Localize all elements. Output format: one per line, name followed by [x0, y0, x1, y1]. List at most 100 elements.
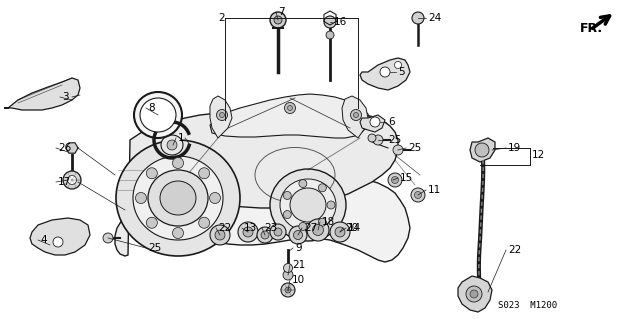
Circle shape — [136, 192, 147, 204]
Polygon shape — [360, 58, 410, 90]
Circle shape — [392, 176, 399, 183]
Polygon shape — [470, 138, 495, 162]
Ellipse shape — [160, 181, 196, 215]
Circle shape — [388, 173, 402, 187]
Circle shape — [198, 168, 210, 179]
Circle shape — [238, 222, 258, 242]
Text: 2: 2 — [218, 13, 225, 23]
Text: 13: 13 — [244, 223, 257, 233]
Circle shape — [370, 117, 380, 127]
Text: 6: 6 — [388, 117, 395, 127]
Circle shape — [284, 263, 292, 272]
Ellipse shape — [134, 92, 182, 138]
Circle shape — [289, 226, 307, 244]
Circle shape — [466, 286, 482, 302]
Circle shape — [103, 233, 113, 243]
Circle shape — [274, 228, 282, 236]
Circle shape — [147, 217, 157, 228]
Text: 8: 8 — [148, 103, 155, 113]
Circle shape — [411, 188, 425, 202]
Ellipse shape — [148, 170, 208, 226]
Polygon shape — [458, 276, 492, 312]
Polygon shape — [342, 96, 368, 138]
Circle shape — [393, 145, 403, 155]
Ellipse shape — [290, 188, 326, 222]
Circle shape — [285, 102, 296, 114]
Circle shape — [318, 218, 326, 226]
Circle shape — [351, 109, 362, 121]
Polygon shape — [30, 218, 90, 255]
Circle shape — [327, 201, 335, 209]
Circle shape — [368, 134, 376, 142]
Text: S023  M1200: S023 M1200 — [498, 301, 557, 310]
Polygon shape — [4, 78, 80, 110]
Polygon shape — [66, 143, 78, 153]
Text: 11: 11 — [428, 185, 441, 195]
Polygon shape — [210, 96, 232, 138]
Text: 9: 9 — [295, 243, 301, 253]
Circle shape — [294, 231, 303, 240]
Text: 21: 21 — [292, 260, 305, 270]
Circle shape — [281, 283, 295, 297]
Polygon shape — [163, 177, 410, 262]
Circle shape — [326, 31, 334, 39]
Text: 24: 24 — [428, 13, 441, 23]
Text: 15: 15 — [400, 173, 413, 183]
Circle shape — [380, 67, 390, 77]
Circle shape — [318, 184, 326, 192]
Circle shape — [209, 192, 221, 204]
Circle shape — [274, 16, 282, 24]
Circle shape — [285, 287, 291, 293]
Text: 27: 27 — [304, 223, 317, 233]
Circle shape — [63, 171, 81, 189]
Polygon shape — [115, 109, 398, 256]
Text: 20: 20 — [345, 223, 358, 233]
Text: 7: 7 — [278, 7, 285, 17]
Circle shape — [284, 211, 291, 219]
Text: 25: 25 — [148, 243, 161, 253]
Text: 19: 19 — [508, 143, 521, 153]
Text: 18: 18 — [322, 217, 335, 227]
Circle shape — [312, 225, 323, 235]
Text: 16: 16 — [334, 17, 348, 27]
Circle shape — [243, 227, 253, 237]
Circle shape — [210, 225, 230, 245]
Circle shape — [53, 237, 63, 247]
Text: 12: 12 — [532, 150, 545, 160]
Circle shape — [415, 191, 422, 198]
Circle shape — [257, 227, 273, 243]
Circle shape — [330, 222, 350, 242]
Ellipse shape — [116, 140, 240, 256]
Ellipse shape — [161, 135, 183, 155]
Text: 26: 26 — [58, 143, 71, 153]
Circle shape — [299, 222, 307, 230]
Circle shape — [324, 16, 336, 28]
Text: 1: 1 — [178, 133, 184, 143]
Text: 25: 25 — [408, 143, 421, 153]
Circle shape — [173, 227, 184, 239]
Circle shape — [220, 113, 225, 117]
Text: 14: 14 — [348, 223, 361, 233]
Circle shape — [475, 143, 489, 157]
Circle shape — [394, 62, 401, 69]
Text: 22: 22 — [218, 223, 231, 233]
Text: 17: 17 — [58, 177, 71, 187]
Text: 5: 5 — [398, 67, 404, 77]
Text: 3: 3 — [62, 92, 68, 102]
Circle shape — [283, 270, 293, 280]
Text: 22: 22 — [508, 245, 521, 255]
Polygon shape — [210, 94, 370, 138]
Circle shape — [412, 12, 424, 24]
Circle shape — [167, 140, 177, 150]
Circle shape — [299, 180, 307, 188]
Circle shape — [470, 290, 478, 298]
Text: 23: 23 — [264, 223, 277, 233]
Text: FR.: FR. — [580, 21, 603, 34]
Ellipse shape — [140, 98, 176, 132]
Circle shape — [173, 158, 184, 168]
Text: 4: 4 — [40, 235, 47, 245]
Ellipse shape — [133, 156, 223, 240]
Circle shape — [287, 106, 292, 110]
Ellipse shape — [270, 169, 346, 241]
Circle shape — [270, 224, 286, 240]
